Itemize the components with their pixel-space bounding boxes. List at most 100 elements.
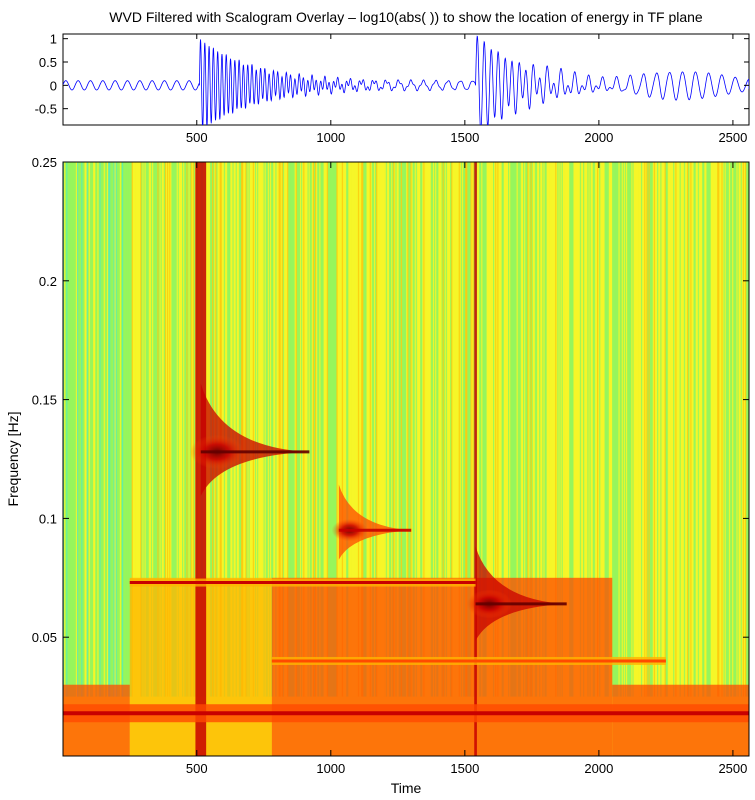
heatmap-strip bbox=[346, 162, 348, 697]
heatmap-strip bbox=[680, 162, 683, 697]
heatmap-strip bbox=[628, 162, 630, 697]
heatmap-strip bbox=[147, 162, 150, 697]
heatmap-strip bbox=[690, 162, 692, 697]
heatmap-strip bbox=[566, 162, 569, 697]
heatmap-strip bbox=[722, 162, 724, 697]
heatmap-strip bbox=[184, 162, 186, 697]
heatmap-strip bbox=[491, 162, 494, 697]
heatmap-strip bbox=[382, 162, 384, 697]
heatmap-strip bbox=[259, 162, 261, 697]
heatmap-strip bbox=[545, 162, 547, 697]
heatmap-strip bbox=[706, 162, 708, 697]
heatmap-strip bbox=[500, 162, 502, 697]
heatmap-strip bbox=[170, 162, 172, 697]
heatmap-strip bbox=[651, 162, 654, 697]
heatmap-strip bbox=[645, 162, 647, 697]
heatmap-strip bbox=[411, 162, 413, 697]
heatmap-strip bbox=[282, 162, 285, 697]
heatmap-strip bbox=[99, 162, 101, 697]
heatmap-strip bbox=[345, 162, 347, 697]
heatmap-strip bbox=[572, 162, 574, 697]
heatmap-strip bbox=[605, 162, 607, 697]
heatmap-strip bbox=[511, 162, 513, 697]
heatmap-strip bbox=[172, 162, 174, 697]
heatmap-strip bbox=[679, 162, 681, 697]
heatmap-strip bbox=[65, 162, 67, 697]
heatmap-strip bbox=[677, 162, 679, 697]
heatmap-strip bbox=[396, 162, 398, 697]
heatmap-strip bbox=[636, 162, 639, 697]
heatmap-strip bbox=[591, 162, 594, 697]
waveform-y-tick-label: -0.5 bbox=[35, 102, 57, 117]
heatmap-strip bbox=[302, 162, 304, 697]
heatmap-strip bbox=[305, 162, 307, 697]
waveform-x-tick-label: 500 bbox=[186, 130, 208, 145]
heatmap-strip bbox=[146, 162, 149, 697]
heatmap-strip bbox=[477, 162, 480, 697]
heatmap-decay-fan bbox=[200, 383, 310, 496]
heatmap-strip bbox=[310, 162, 313, 697]
heatmap-strip bbox=[594, 162, 597, 697]
heatmap-strip bbox=[242, 162, 244, 697]
heatmap-strip bbox=[465, 162, 467, 697]
heatmap-strip bbox=[390, 162, 392, 697]
heatmap-strip bbox=[544, 162, 546, 697]
heatmap-strip bbox=[136, 162, 139, 697]
heatmap-strip bbox=[422, 162, 424, 697]
heatmap-strip bbox=[182, 162, 184, 697]
heatmap-strip bbox=[425, 162, 427, 697]
heatmap-strip bbox=[168, 162, 170, 697]
heatmap-strip bbox=[427, 162, 429, 697]
heatmap-strip bbox=[241, 162, 243, 697]
heatmap-strip bbox=[275, 162, 277, 697]
heatmap-strip bbox=[476, 162, 479, 697]
heatmap-strip bbox=[309, 162, 311, 697]
heatmap-strip bbox=[72, 162, 75, 697]
heatmap-strip bbox=[583, 162, 585, 697]
heatmap-strip bbox=[456, 162, 458, 697]
heatmap-strip bbox=[604, 162, 606, 697]
heatmap-strip bbox=[744, 162, 747, 697]
heatmap-strip bbox=[453, 162, 455, 697]
heatmap-strip bbox=[553, 162, 555, 697]
heatmap-strip bbox=[548, 162, 551, 697]
heatmap-strip bbox=[145, 162, 147, 697]
heatmap-strip bbox=[694, 162, 696, 697]
heatmap-strip bbox=[250, 162, 253, 697]
heatmap-strip bbox=[289, 162, 291, 697]
heatmap-strip bbox=[379, 162, 381, 697]
heatmap-region bbox=[271, 577, 613, 756]
heatmap-strip bbox=[186, 162, 188, 697]
heatmap-strip bbox=[502, 162, 505, 697]
heatmap-strip bbox=[584, 162, 586, 697]
heatmap-strip bbox=[125, 162, 127, 697]
heatmap-strip bbox=[108, 162, 110, 697]
heatmap-strip bbox=[638, 162, 641, 697]
heatmap-strip bbox=[717, 162, 719, 697]
heatmap-strip bbox=[103, 162, 106, 697]
heatmap-strip bbox=[452, 162, 454, 697]
heatmap-strip bbox=[691, 162, 693, 697]
heatmap-strip bbox=[741, 162, 744, 697]
heatmap-strip bbox=[709, 162, 711, 697]
heatmap-strip bbox=[430, 162, 433, 697]
heatmap-strip bbox=[363, 162, 365, 697]
heatmap-strip bbox=[469, 162, 471, 697]
heatmap-strip bbox=[393, 162, 395, 697]
heatmap-strip bbox=[419, 162, 421, 697]
heatmap-strip bbox=[547, 162, 550, 697]
heatmap-strip bbox=[138, 162, 140, 697]
heatmap-strip bbox=[598, 162, 600, 697]
heatmap-strip bbox=[600, 162, 602, 697]
heatmap-strip bbox=[683, 162, 686, 697]
heatmap-strip bbox=[623, 162, 626, 697]
heatmap-strip bbox=[68, 162, 70, 697]
heatmap-strip bbox=[608, 162, 611, 697]
heatmap-strip bbox=[590, 162, 592, 697]
heatmap-strip bbox=[70, 162, 72, 697]
heatmap-strip bbox=[395, 162, 397, 697]
heatmap-strip bbox=[681, 162, 684, 697]
heatmap-strip bbox=[728, 162, 731, 697]
heatmap-strip bbox=[406, 162, 408, 697]
heatmap-strip bbox=[595, 162, 598, 697]
